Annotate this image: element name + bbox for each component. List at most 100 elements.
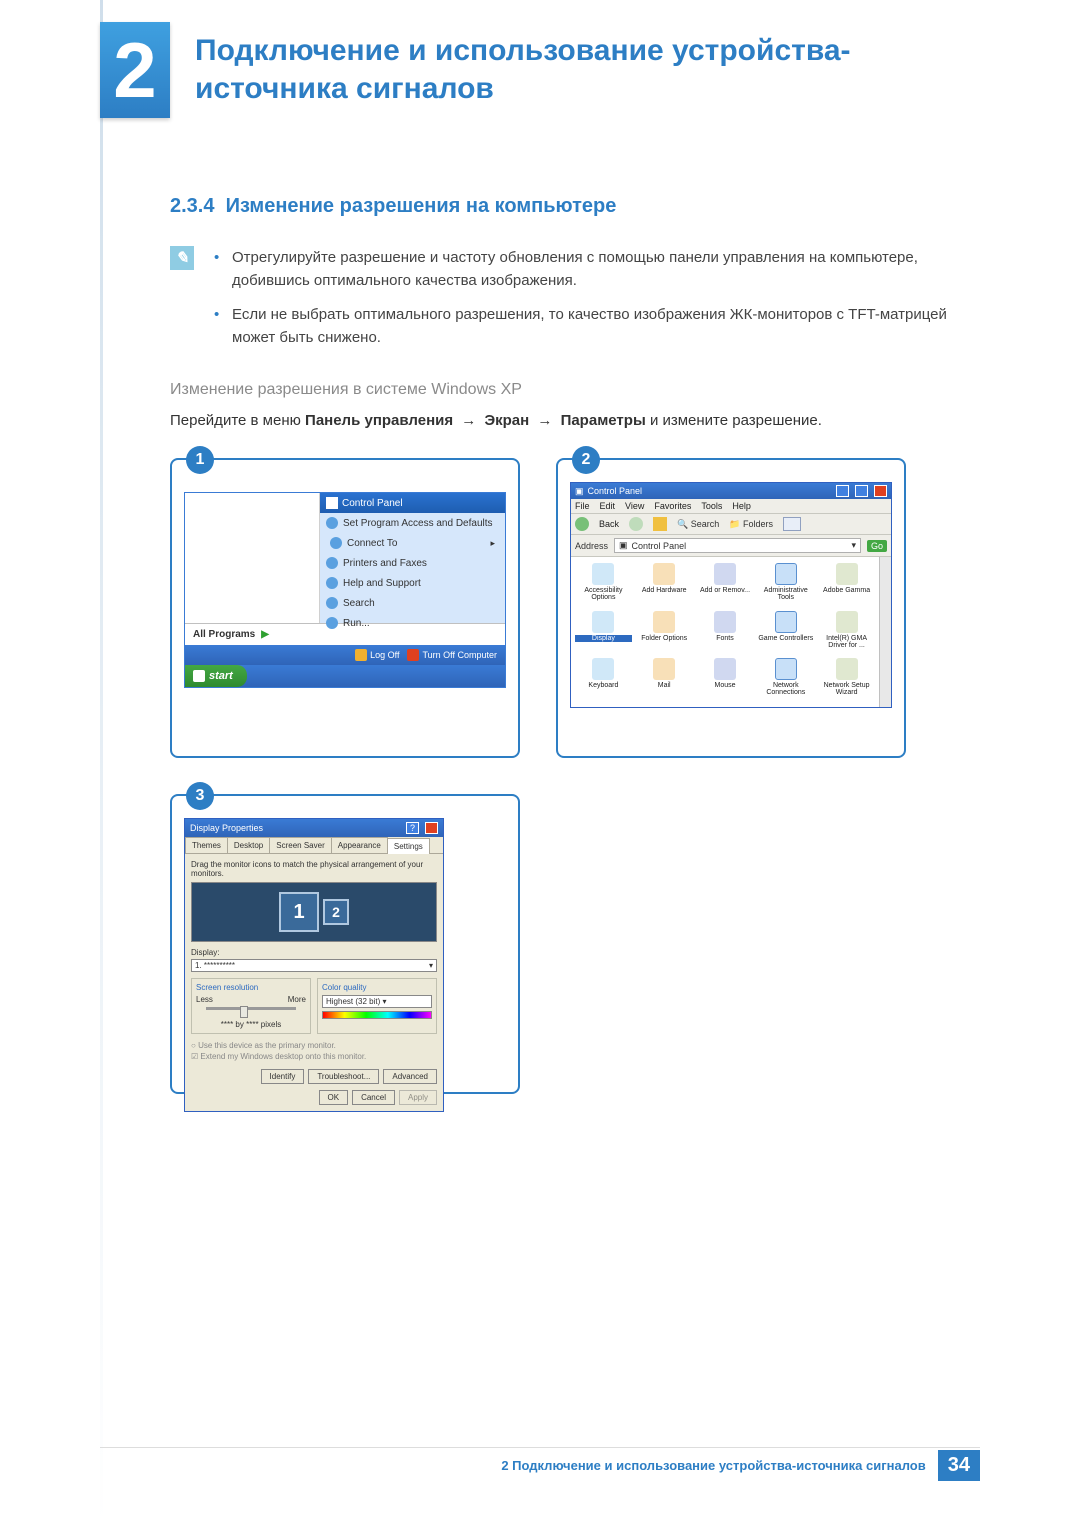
search-button[interactable]: 🔍 Search [677, 519, 719, 530]
start-menu-footer: Log Off Turn Off Computer [185, 645, 505, 665]
control-panel-item[interactable]: Add Hardware [636, 563, 693, 606]
up-button-icon[interactable] [653, 517, 667, 531]
cp-item-icon [592, 611, 614, 633]
advanced-button[interactable]: Advanced [383, 1069, 437, 1084]
monitor-1[interactable]: 1 [279, 892, 319, 932]
display-properties-window: Display Properties ? ThemesDesktopScreen… [184, 818, 444, 1111]
dropdown-icon[interactable]: ▾ [851, 540, 856, 551]
cp-item-icon [836, 611, 858, 633]
start-menu-item[interactable]: Set Program Access and Defaults [320, 513, 505, 533]
arrow-icon: → [461, 409, 476, 432]
instruction-suffix: и измените разрешение. [650, 412, 822, 429]
address-field[interactable]: ▣ Control Panel ▾ [614, 538, 861, 553]
menu-help[interactable]: Help [732, 501, 751, 511]
cp-item-icon [653, 611, 675, 633]
menu-favorites[interactable]: Favorites [654, 501, 691, 511]
control-panel-item[interactable]: Accessibility Options [575, 563, 632, 606]
forward-button-icon[interactable] [629, 517, 643, 531]
triangle-icon: ▶ [261, 629, 269, 640]
taskbar: start [185, 665, 505, 687]
monitor-preview[interactable]: 1 2 [191, 882, 437, 942]
generic-icon [326, 517, 338, 529]
start-menu-item[interactable]: Help and Support [320, 573, 505, 593]
control-panel-item[interactable]: Mouse [697, 658, 754, 701]
start-button[interactable]: start [185, 665, 247, 687]
color-quality-select[interactable]: Highest (32 bit) ▾ [322, 995, 432, 1008]
cp-item-label: Network Connections [757, 682, 814, 696]
control-panel-item[interactable]: Display [575, 611, 632, 654]
cp-item-label: Add Hardware [636, 587, 693, 594]
identify-button[interactable]: Identify [261, 1069, 305, 1084]
log-off-button[interactable]: Log Off [355, 649, 399, 661]
start-menu-header-label: Control Panel [342, 498, 403, 509]
chapter-number-box: 2 [100, 22, 170, 118]
minimize-button[interactable] [836, 485, 849, 497]
chk1-label: Use this device as the primary monitor. [198, 1041, 336, 1050]
tab-desktop[interactable]: Desktop [227, 837, 270, 853]
menu-tools[interactable]: Tools [701, 501, 722, 511]
start-menu-item[interactable]: Run... [320, 613, 505, 633]
ok-button[interactable]: OK [319, 1090, 349, 1105]
back-button-label[interactable]: Back [599, 519, 619, 529]
go-label: Go [871, 541, 883, 551]
screen-resolution-group: Screen resolution LessMore **** by **** … [191, 978, 311, 1034]
start-menu-item[interactable]: Printers and Faxes [320, 553, 505, 573]
resolution-slider[interactable] [196, 1007, 306, 1017]
primary-monitor-check[interactable]: ○ Use this device as the primary monitor… [191, 1040, 437, 1051]
go-button[interactable]: Go [867, 540, 887, 552]
control-panel-item[interactable]: Folder Options [636, 611, 693, 654]
control-panel-item[interactable]: Fonts [697, 611, 754, 654]
window-titlebar: Display Properties ? [185, 819, 443, 837]
control-panel-item[interactable]: Network Setup Wizard [818, 658, 875, 701]
maximize-button[interactable] [855, 485, 868, 497]
cp-item-label: Display [575, 635, 632, 642]
cp-item-icon [714, 611, 736, 633]
menu-file[interactable]: File [575, 501, 590, 511]
step-badge-3: 3 [186, 782, 214, 810]
scrollbar[interactable] [879, 557, 891, 707]
display-select[interactable]: 1. ********** ▾ [191, 959, 437, 972]
close-button[interactable] [425, 822, 438, 834]
page-footer: 2 Подключение и использование устройства… [100, 1447, 980, 1477]
section-number: 2.3.4 [170, 195, 214, 217]
color-quality-value: Highest (32 bit) [326, 997, 380, 1006]
cp-item-icon [836, 563, 858, 585]
control-panel-item[interactable]: Administrative Tools [757, 563, 814, 606]
cancel-button[interactable]: Cancel [352, 1090, 395, 1105]
views-button[interactable] [783, 517, 801, 531]
cp-item-label: Administrative Tools [757, 587, 814, 601]
tab-themes[interactable]: Themes [185, 837, 228, 853]
monitor-2[interactable]: 2 [323, 899, 349, 925]
control-panel-item[interactable]: Add or Remov... [697, 563, 754, 606]
cp-item-label: Adobe Gamma [818, 587, 875, 594]
extend-desktop-check[interactable]: ☑ Extend my Windows desktop onto this mo… [191, 1051, 437, 1062]
control-panel-item[interactable]: Game Controllers [757, 611, 814, 654]
folders-button[interactable]: 📁 Folders [729, 519, 773, 530]
footer-text: 2 Подключение и использование устройства… [501, 1458, 925, 1473]
start-menu-item[interactable]: Search [320, 593, 505, 613]
menu-view[interactable]: View [625, 501, 644, 511]
troubleshoot-button[interactable]: Troubleshoot... [308, 1069, 379, 1084]
start-menu-item[interactable]: Connect To [324, 533, 501, 553]
close-button[interactable] [874, 485, 887, 497]
control-panel-item[interactable]: Intel(R) GMA Driver for ... [818, 611, 875, 654]
printers-icon [326, 557, 338, 569]
control-panel-item[interactable]: Adobe Gamma [818, 563, 875, 606]
control-panel-icon-grid: Accessibility Options Add Hardware Add or … [571, 557, 879, 707]
control-panel-item[interactable]: Mail [636, 658, 693, 701]
turn-off-button[interactable]: Turn Off Computer [407, 649, 497, 661]
cp-item-label: Intel(R) GMA Driver for ... [818, 635, 875, 649]
tab-appearance[interactable]: Appearance [331, 837, 388, 853]
step-panel-2: 2 ▣ Control Panel File Edit View Favorit… [556, 458, 906, 758]
instruction-prefix: Перейдите в меню [170, 412, 305, 429]
tab-settings[interactable]: Settings [387, 838, 430, 854]
control-panel-item[interactable]: Network Connections [757, 658, 814, 701]
menu-edit[interactable]: Edit [600, 501, 616, 511]
tab-screen-saver[interactable]: Screen Saver [269, 837, 331, 853]
help-button[interactable]: ? [406, 822, 419, 834]
control-panel-window: ▣ Control Panel File Edit View Favorites… [570, 482, 892, 708]
back-button-icon[interactable] [575, 517, 589, 531]
apply-button[interactable]: Apply [399, 1090, 437, 1105]
start-button-label: start [209, 670, 233, 682]
control-panel-item[interactable]: Keyboard [575, 658, 632, 701]
